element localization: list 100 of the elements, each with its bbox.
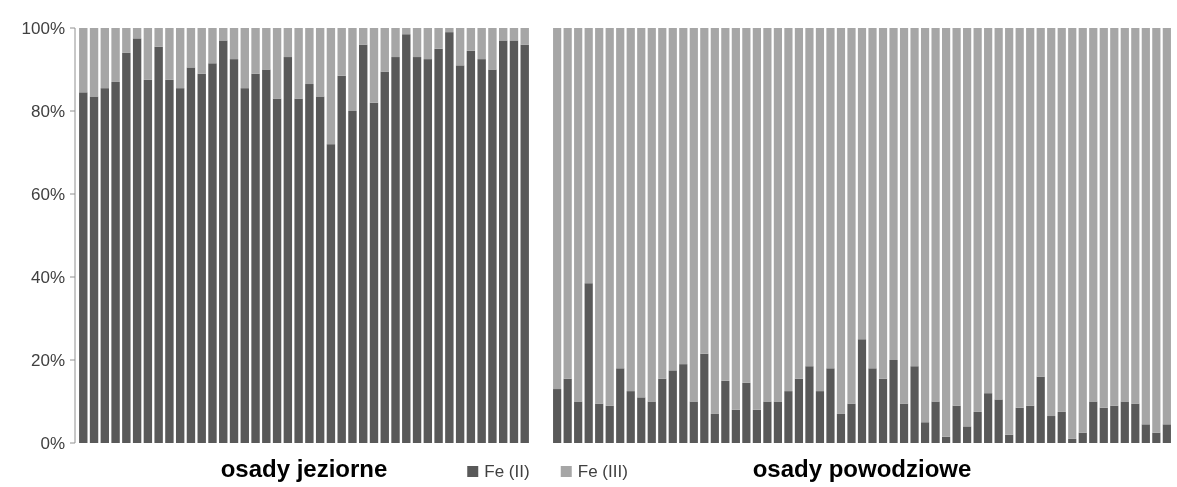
bar xyxy=(326,144,336,443)
bar xyxy=(647,28,656,402)
bar xyxy=(315,28,325,97)
bar xyxy=(963,28,972,427)
x-axis-title: osady powodziowe xyxy=(752,455,972,482)
bar xyxy=(89,28,99,97)
bar xyxy=(1026,405,1035,443)
bar xyxy=(445,28,454,33)
bar xyxy=(326,28,336,145)
bar xyxy=(847,403,856,443)
bar xyxy=(1015,407,1024,443)
bar xyxy=(584,283,593,443)
bar xyxy=(509,40,519,443)
bar xyxy=(857,28,867,340)
bar xyxy=(219,40,228,443)
bar xyxy=(752,28,761,410)
bar xyxy=(208,28,217,64)
bar xyxy=(1005,434,1014,443)
bar xyxy=(826,28,835,369)
bar xyxy=(784,391,793,443)
bar xyxy=(689,401,698,443)
bar xyxy=(1068,438,1077,443)
bar xyxy=(668,370,677,443)
bar xyxy=(219,28,228,41)
bar xyxy=(731,28,740,410)
bar xyxy=(1026,28,1035,406)
bar xyxy=(1036,28,1045,377)
bar xyxy=(994,399,1003,443)
bar xyxy=(836,28,846,414)
bar xyxy=(616,368,625,443)
bar xyxy=(79,92,88,443)
bar xyxy=(79,28,88,93)
bar xyxy=(658,378,667,443)
bar xyxy=(466,28,476,51)
y-tick-label: 80% xyxy=(30,101,65,121)
bar xyxy=(154,46,163,443)
bar xyxy=(973,28,982,412)
bar xyxy=(984,393,993,443)
bar xyxy=(805,28,814,367)
y-tick-label: 0% xyxy=(40,433,65,453)
bar xyxy=(605,405,614,443)
bar xyxy=(197,28,206,74)
bar xyxy=(616,28,625,369)
bar xyxy=(889,28,898,360)
bar xyxy=(165,28,174,80)
bar xyxy=(963,426,972,443)
bar xyxy=(315,96,325,443)
bar xyxy=(262,28,271,70)
bar xyxy=(773,401,782,443)
bar xyxy=(626,28,635,392)
bar xyxy=(1131,28,1140,404)
bar xyxy=(1099,28,1108,408)
bar xyxy=(952,405,961,443)
bar xyxy=(1036,376,1045,443)
bar xyxy=(836,413,846,443)
bar xyxy=(752,409,761,443)
bar xyxy=(773,28,782,402)
bar xyxy=(1057,411,1066,443)
bar xyxy=(553,389,562,443)
bar xyxy=(637,28,646,398)
bar xyxy=(132,28,142,39)
bar xyxy=(359,28,368,45)
bar xyxy=(1078,432,1087,443)
bar xyxy=(710,28,719,414)
bar xyxy=(805,366,814,443)
bar xyxy=(434,28,443,49)
bar xyxy=(132,38,142,443)
bar xyxy=(455,28,465,66)
legend-label: Fe (II) xyxy=(484,462,530,481)
bar xyxy=(784,28,793,392)
bar xyxy=(294,98,303,443)
bar xyxy=(910,366,919,443)
bar xyxy=(584,28,593,284)
bar xyxy=(899,28,909,404)
bar xyxy=(721,380,730,443)
bar xyxy=(637,397,646,443)
bar xyxy=(498,28,508,41)
bar xyxy=(942,28,951,437)
bar xyxy=(931,28,940,402)
bar xyxy=(878,378,888,443)
bar xyxy=(143,28,153,80)
bar xyxy=(868,28,877,369)
bar xyxy=(700,28,709,354)
bar xyxy=(1015,28,1024,408)
bar xyxy=(1120,401,1129,443)
bar xyxy=(731,409,740,443)
bar xyxy=(857,339,867,443)
bar xyxy=(595,28,604,404)
bar xyxy=(402,28,411,35)
bar xyxy=(710,413,719,443)
bar xyxy=(488,28,497,70)
bar xyxy=(574,401,583,443)
bar xyxy=(229,28,239,60)
bar xyxy=(434,48,443,443)
bar xyxy=(229,59,239,443)
bar xyxy=(423,28,433,60)
bar xyxy=(348,28,357,111)
bar xyxy=(1110,405,1119,443)
bar xyxy=(445,32,454,443)
bar xyxy=(197,73,206,443)
